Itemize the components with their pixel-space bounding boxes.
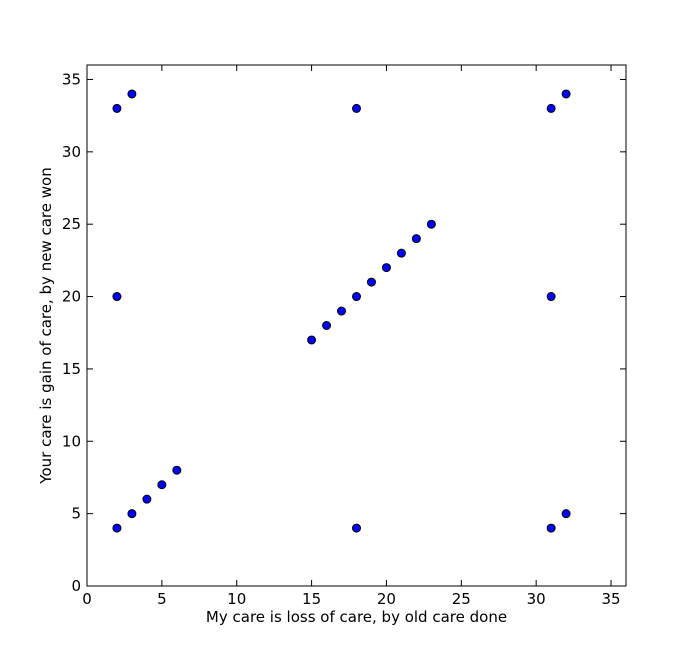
x-tick-label: 35	[601, 590, 620, 608]
scatter-point	[112, 292, 122, 302]
x-tick-label: 25	[452, 590, 471, 608]
x-tick-label: 15	[302, 590, 321, 608]
scatter-point	[337, 306, 347, 316]
x-tick-label: 0	[82, 590, 92, 608]
y-tick-label: 15	[62, 360, 81, 378]
y-tick-label: 0	[71, 577, 81, 595]
x-tick-label: 10	[227, 590, 246, 608]
scatter-point	[546, 523, 556, 533]
y-tick-label: 10	[62, 432, 81, 450]
x-tick-label: 5	[157, 590, 167, 608]
y-axis-label: Your care is gain of care, by new care w…	[37, 167, 55, 484]
scatter-point	[561, 89, 571, 99]
plot-area	[87, 65, 626, 586]
scatter-point	[426, 219, 436, 229]
scatter-point	[307, 335, 317, 345]
scatter-point	[157, 480, 167, 490]
plot-frame	[86, 64, 627, 587]
y-tick-label: 20	[62, 288, 81, 306]
scatter-point	[112, 103, 122, 113]
scatter-point	[546, 103, 556, 113]
scatter-point	[127, 89, 137, 99]
ticks-layer: 0 5 10 15 20 25 30 35 0 5 10 15 20 25 30 35	[62, 65, 626, 608]
scatter-point	[352, 103, 361, 113]
y-tick-label: 30	[62, 143, 81, 161]
scatter-point	[352, 292, 361, 302]
scatter-point	[411, 234, 421, 244]
scatter-point	[561, 509, 571, 519]
scatter-point	[366, 277, 376, 287]
points-layer	[112, 89, 571, 533]
y-tick-label: 35	[62, 70, 81, 88]
scatter-point	[142, 494, 152, 504]
scatter-point	[112, 523, 122, 533]
x-tick-label: 20	[377, 590, 396, 608]
scatter-point	[127, 509, 137, 519]
scatter-point	[546, 292, 556, 302]
scatter-point	[381, 263, 391, 273]
x-tick-label: 30	[527, 590, 546, 608]
y-tick-label: 5	[71, 505, 81, 523]
x-axis-label: My care is loss of care, by old care don…	[206, 608, 507, 626]
y-tick-label: 25	[62, 215, 81, 233]
scatter-point	[396, 248, 406, 258]
scatter-point	[352, 523, 361, 533]
scatter-point	[172, 465, 182, 475]
scatter-point	[322, 321, 332, 330]
